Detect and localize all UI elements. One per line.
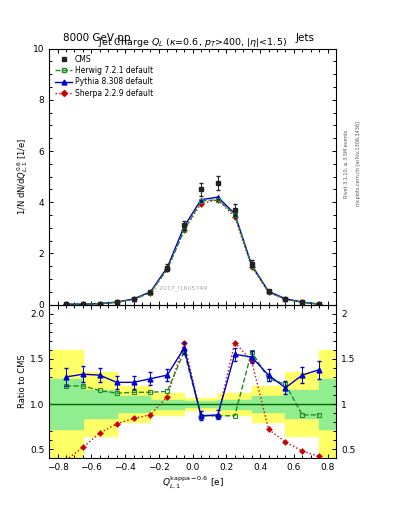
Text: 8000 GeV pp: 8000 GeV pp [63, 33, 130, 44]
Text: Jets: Jets [296, 33, 314, 44]
X-axis label: $Q_{L,1}^{\mathrm{kappa-0.6}}$ [e]: $Q_{L,1}^{\mathrm{kappa-0.6}}$ [e] [162, 475, 224, 491]
Y-axis label: 1/N dN/d$Q_{L,1}^{0.6}$ [1/e]: 1/N dN/d$Q_{L,1}^{0.6}$ [1/e] [15, 138, 30, 216]
Legend: CMS, Herwig 7.2.1 default, Pythia 8.308 default, Sherpa 2.2.9 default: CMS, Herwig 7.2.1 default, Pythia 8.308 … [53, 52, 156, 100]
Text: mcplots.cern.ch [arXiv:1306.3436]: mcplots.cern.ch [arXiv:1306.3436] [356, 121, 361, 206]
Text: Rivet 3.1.10, ≥ 3.5M events: Rivet 3.1.10, ≥ 3.5M events [344, 130, 349, 198]
Y-axis label: Ratio to CMS: Ratio to CMS [18, 355, 27, 408]
Title: Jet Charge $Q_L$ ($\kappa$=0.6, $p_T$>400, $|\eta|$<1.5): Jet Charge $Q_L$ ($\kappa$=0.6, $p_T$>40… [98, 36, 287, 49]
Text: S_2017_I1605749: S_2017_I1605749 [152, 285, 208, 291]
